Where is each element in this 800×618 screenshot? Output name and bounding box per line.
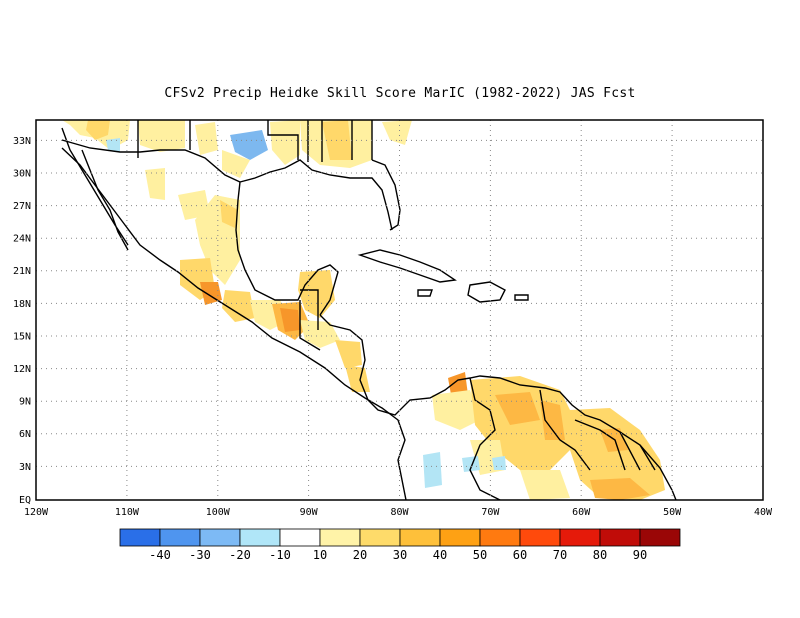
- shade-patch: [86, 120, 110, 140]
- colorbar-swatch: [439, 528, 481, 547]
- colorbar-swatch: [119, 528, 161, 547]
- colorbar-label: 40: [433, 548, 447, 562]
- coastline-jamaica: [417, 289, 433, 297]
- shade-patch: [423, 452, 442, 488]
- shade-patch: [106, 138, 120, 152]
- coastline-cuba: [357, 249, 457, 283]
- coastlines: [61, 120, 677, 500]
- latitude-axis: 33N 30N 27N 24N 21N 18N 15N 12N 9N 6N 3N…: [13, 136, 31, 506]
- colorbar-swatch: [479, 528, 521, 547]
- colorbar-label: -20: [229, 548, 251, 562]
- coastline-pacific-mexico: [61, 147, 407, 500]
- colorbar-label: 10: [313, 548, 327, 562]
- lat-label: 24N: [13, 234, 31, 245]
- lat-label: 15N: [13, 332, 31, 343]
- shade-patch: [222, 290, 255, 322]
- shade-patch: [345, 365, 370, 392]
- colorbar-swatch: [599, 528, 641, 547]
- us-mexico-border: [61, 139, 241, 183]
- lat-label: 3N: [19, 462, 31, 473]
- skill-shading: [62, 120, 665, 500]
- colorbar-swatch: [159, 528, 201, 547]
- shade-patch: [300, 320, 340, 348]
- shade-patch: [145, 168, 165, 200]
- shade-patch: [492, 456, 506, 470]
- colorbar-label: 30: [393, 548, 407, 562]
- lon-label: 100W: [206, 507, 231, 518]
- colorbar-label: 60: [513, 548, 527, 562]
- lat-label: 33N: [13, 136, 31, 147]
- map-title: CFSv2 Precip Heidke Skill Score MarIC (1…: [164, 86, 636, 101]
- lat-label: 30N: [13, 169, 31, 180]
- lon-label: 90W: [300, 507, 319, 518]
- colorbar-swatch: [639, 528, 681, 547]
- country-border: [299, 289, 321, 351]
- colorbar-swatch: [519, 528, 561, 547]
- lon-label: 60W: [572, 507, 591, 518]
- shade-patch: [570, 408, 665, 500]
- lon-label: 50W: [663, 507, 682, 518]
- shade-patch: [432, 390, 480, 430]
- lon-label: 40W: [754, 507, 773, 518]
- shade-patch: [590, 478, 650, 500]
- shade-patch: [462, 456, 480, 472]
- colorbar-swatch: [279, 528, 321, 547]
- lat-label: 21N: [13, 266, 31, 277]
- lat-label: 18N: [13, 299, 31, 310]
- colorbar-swatch: [319, 528, 361, 547]
- lon-label: 70W: [481, 507, 500, 518]
- shade-patch: [520, 470, 570, 500]
- shade-patch: [270, 120, 300, 165]
- colorbar-label: 80: [593, 548, 607, 562]
- colorbar-swatch: [359, 528, 401, 547]
- lat-label: 9N: [19, 397, 31, 408]
- colorbar-label: 20: [353, 548, 367, 562]
- colorbar-labels: -40 -30 -20 -10 10 20 30 40 50 60 70 80 90: [149, 548, 647, 562]
- lat-label: 6N: [19, 429, 31, 440]
- colorbar-label: -40: [149, 548, 171, 562]
- shade-patch: [495, 392, 540, 425]
- colorbar-label: 70: [553, 548, 567, 562]
- coastline-florida: [371, 159, 401, 231]
- grid-lines: [36, 120, 763, 500]
- shade-patch: [220, 200, 238, 228]
- colorbar-swatches: [119, 528, 681, 547]
- colorbar-label: -10: [269, 548, 291, 562]
- shade-patch: [222, 150, 250, 178]
- shade-patch: [540, 400, 565, 440]
- shade-patch: [382, 120, 412, 145]
- colorbar-swatch: [239, 528, 281, 547]
- lat-label: 12N: [13, 364, 31, 375]
- shade-patch: [230, 130, 268, 160]
- map-frame: [35, 119, 764, 501]
- lon-label: 120W: [24, 507, 49, 518]
- lat-label: 27N: [13, 201, 31, 212]
- coastline-baja: [61, 127, 129, 251]
- colorbar-swatch: [559, 528, 601, 547]
- colorbar-label: 50: [473, 548, 487, 562]
- colorbar-label: -30: [189, 548, 211, 562]
- lat-label: EQ: [19, 495, 31, 506]
- longitude-axis: 120W 110W 100W 90W 80W 70W 60W 50W 40W: [24, 507, 773, 518]
- coastline-hispaniola: [467, 281, 506, 303]
- colorbar-label: 90: [633, 548, 647, 562]
- country-border: [469, 377, 656, 500]
- shade-patch: [335, 340, 362, 368]
- state-border: [137, 120, 373, 162]
- colorbar-swatch: [399, 528, 441, 547]
- lon-label: 110W: [115, 507, 140, 518]
- shade-patch: [138, 120, 185, 152]
- lon-label: 80W: [390, 507, 409, 518]
- colorbar-swatch: [199, 528, 241, 547]
- shade-patch: [195, 122, 218, 155]
- colorbar: -40 -30 -20 -10 10 20 30 40 50 60 70 80 90: [119, 528, 681, 562]
- shade-patch: [280, 308, 300, 332]
- coastline-puerto-rico: [514, 294, 529, 301]
